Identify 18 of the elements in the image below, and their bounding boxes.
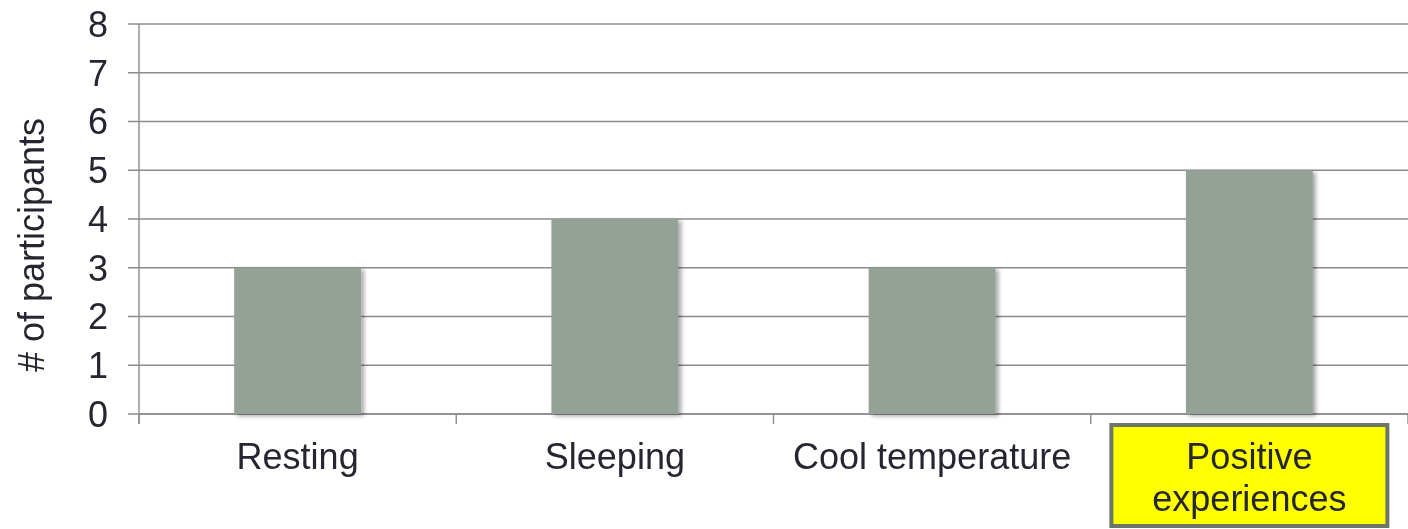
y-tick-label: 2 xyxy=(87,296,108,338)
y-tick-label: 8 xyxy=(87,3,108,45)
y-axis-title: # of participants xyxy=(11,117,52,373)
bar xyxy=(868,267,996,414)
x-tick-label: Resting xyxy=(236,436,359,477)
y-tick-label: 1 xyxy=(87,345,108,387)
y-tick-label: 6 xyxy=(87,101,108,143)
y-tick-label: 0 xyxy=(87,393,108,435)
y-tick-label: 3 xyxy=(87,247,108,289)
x-tick-label: Sleeping xyxy=(544,436,685,477)
bar xyxy=(234,267,362,414)
y-tick-label: 5 xyxy=(87,150,108,192)
bar xyxy=(551,219,679,414)
y-tick-label: 7 xyxy=(87,52,108,94)
bar xyxy=(1185,170,1313,414)
y-tick-label: 4 xyxy=(87,198,108,240)
x-tick-label: Cool temperature xyxy=(793,436,1072,477)
x-tick-label: Positive experiences xyxy=(1152,436,1347,519)
